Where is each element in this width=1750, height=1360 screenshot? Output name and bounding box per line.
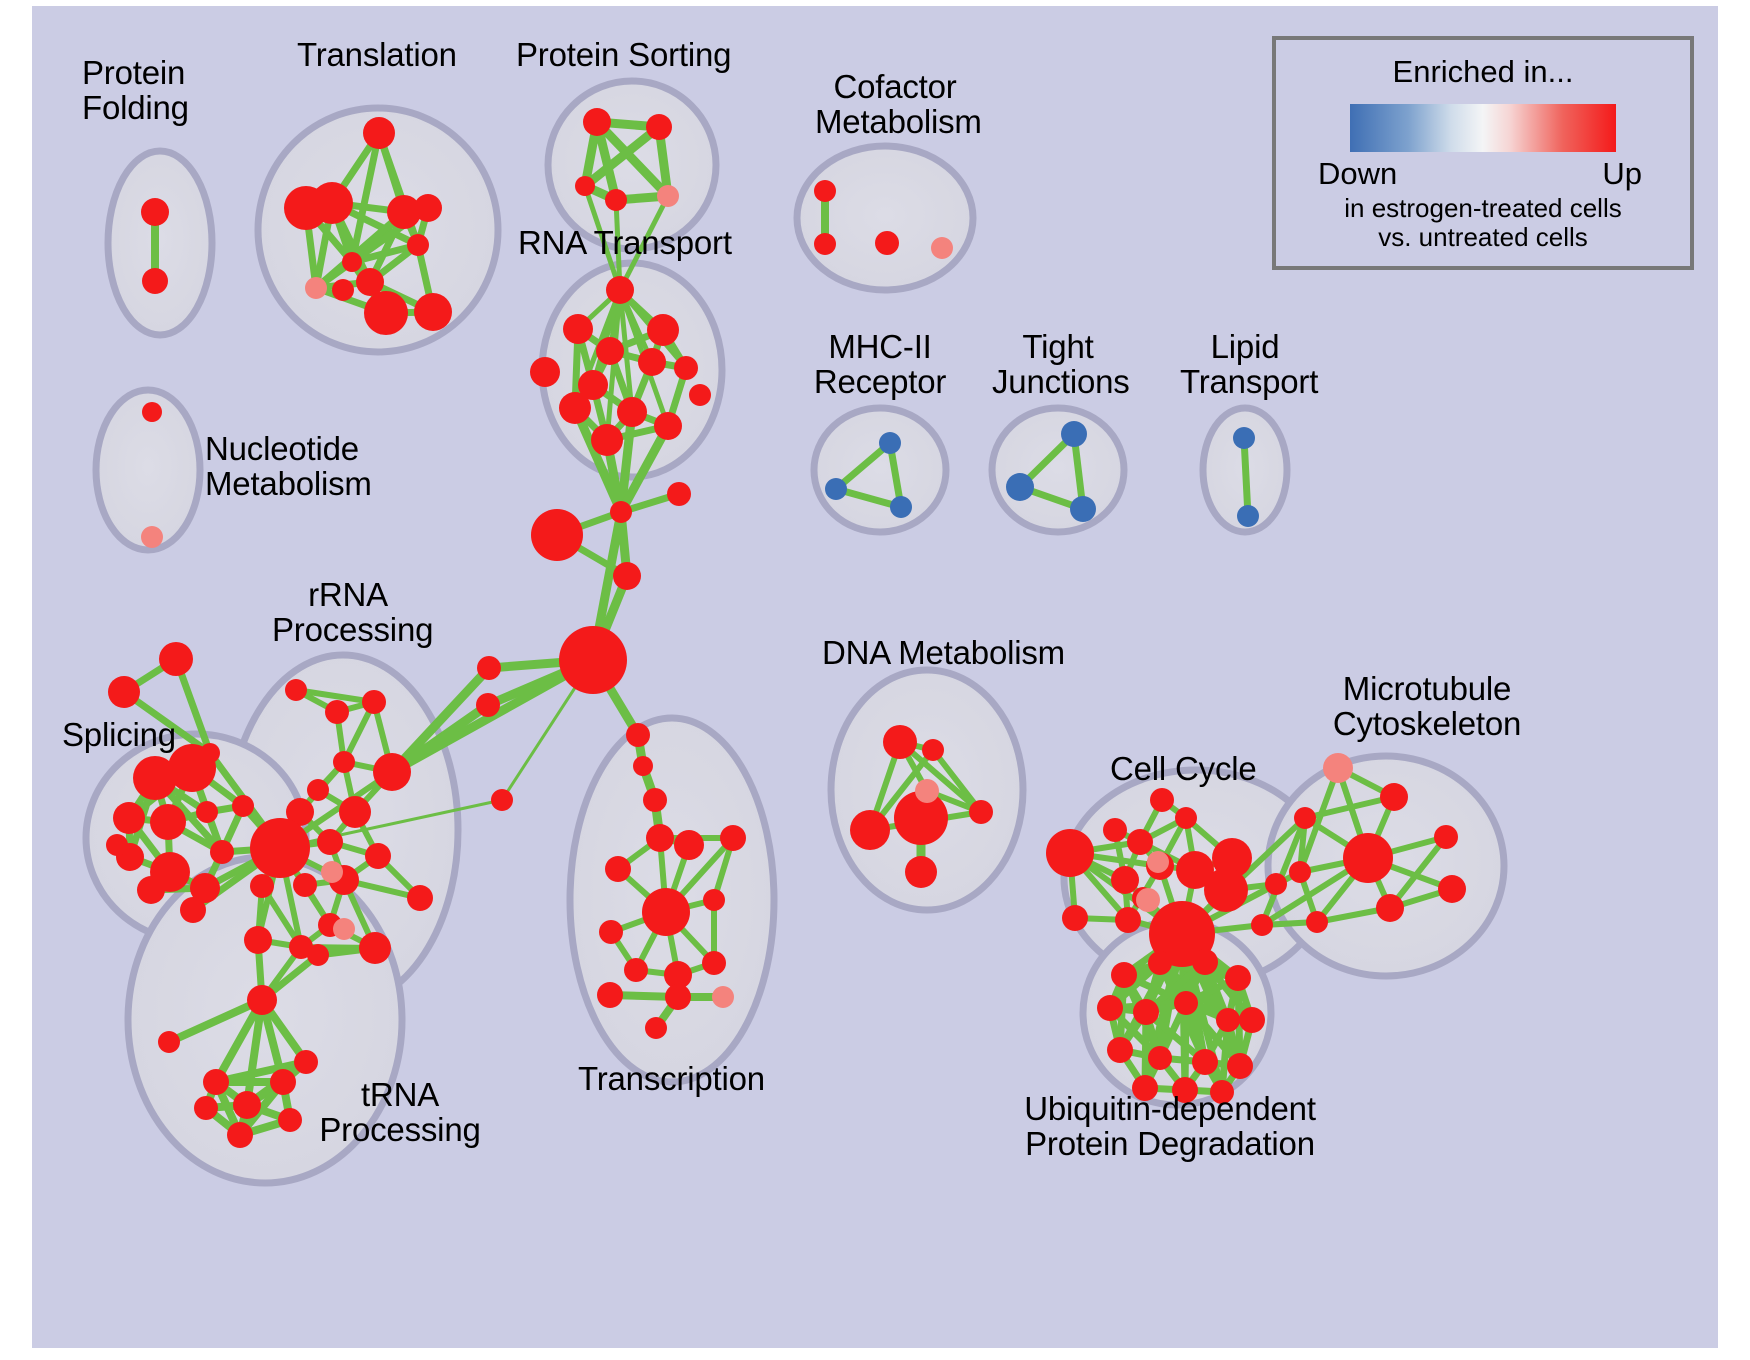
cluster-label-mhc-ii-receptor: MHC-II Receptor (813, 328, 947, 400)
cluster-label-cell-cycle: Cell Cycle (1110, 750, 1257, 787)
cluster-label-rna-transport: RNA Transport (518, 224, 732, 261)
cluster-label-tight-junctions: Tight Junctions (992, 328, 1130, 400)
cluster-label-dna-metabolism: DNA Metabolism (822, 634, 1065, 671)
hull-tight-junctions (988, 404, 1128, 536)
cluster-label-lipid-transport: Lipid Transport (1180, 328, 1319, 400)
hull-mhc2 (810, 404, 950, 536)
cluster-label-microtubule-cytoskeleton: Microtubule Cytoskeleton (1332, 670, 1522, 742)
cluster-label-protein-sorting: Protein Sorting (516, 36, 732, 73)
network-nodes (106, 108, 1466, 1148)
legend-subtitle: in estrogen-treated cells vs. untreated … (1344, 193, 1622, 253)
hull-protein-folding (104, 147, 216, 339)
legend-panel: Enriched in... Down Up in estrogen-treat… (1272, 36, 1694, 270)
legend-endpoints: Down Up (1318, 156, 1648, 192)
cluster-label-translation: Translation (297, 36, 457, 73)
cluster-label-nucleotide-metabolism: Nucleotide Metabolism (205, 430, 372, 502)
hull-nucleotide (92, 386, 204, 554)
legend-down-label: Down (1318, 156, 1398, 191)
cluster-label-cofactor-metabolism: Cofactor Metabolism (815, 68, 982, 140)
color-scale-bar (1350, 104, 1616, 152)
legend-title: Enriched in... (1392, 54, 1574, 89)
legend-up-label: Up (1602, 156, 1642, 191)
cluster-label-protein-folding: Protein Folding (82, 54, 189, 126)
cluster-label-transcription: Transcription (578, 1060, 765, 1097)
cluster-label-splicing: Splicing (62, 716, 176, 753)
cluster-label-rrna-processing: rRNA Processing (272, 576, 434, 648)
cluster-label-ubiquitin-protein-degradation: Ubiquitin-dependent Protein Degradation (1024, 1090, 1316, 1162)
hull-cofactor (793, 142, 977, 294)
cluster-label-trna-processing: tRNA Processing (319, 1076, 481, 1148)
